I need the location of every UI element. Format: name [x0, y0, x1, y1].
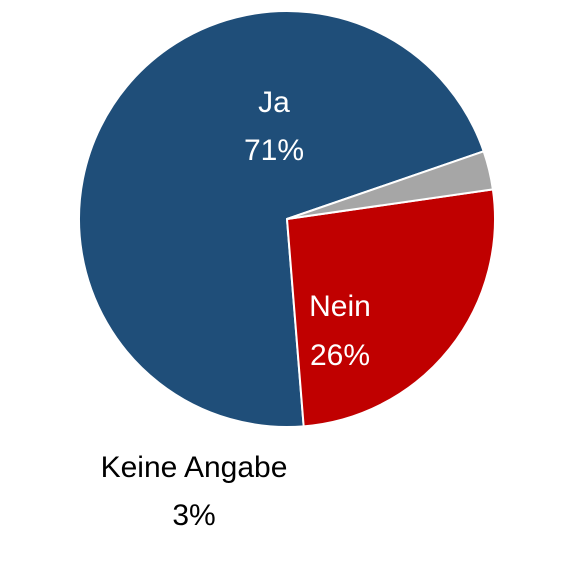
- slice-label-ja: Ja: [258, 86, 290, 119]
- pie-slice-keine-angabe: [286, 150, 494, 220]
- slice-value-nein: 26%: [310, 339, 370, 372]
- slice-label-keine-angabe: Keine Angabe: [101, 451, 288, 484]
- slice-label-nein: Nein: [309, 290, 371, 323]
- pie-labels: Ja 71% Nein 26% Keine Angabe 3%: [101, 86, 371, 532]
- slice-value-ja: 71%: [244, 134, 304, 167]
- pie-slice-nein: [286, 188, 496, 428]
- slice-value-keine-angabe: 3%: [172, 499, 215, 532]
- pie-slice-ja: [78, 10, 485, 428]
- pie-slices: [78, 10, 496, 428]
